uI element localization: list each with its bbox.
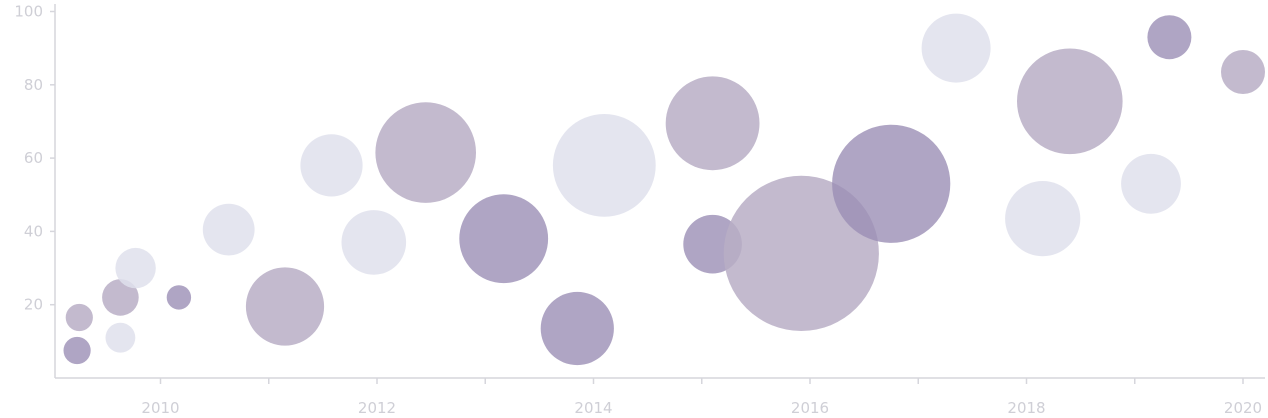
y-tick-label: 100	[14, 3, 43, 21]
x-tick-label: 2010	[141, 399, 179, 417]
y-tick-label: 20	[24, 296, 43, 314]
bubble-point-3	[105, 322, 136, 353]
bubble-point-18	[832, 124, 951, 243]
bubble-point-17	[723, 175, 879, 331]
bubble-point-8	[245, 267, 325, 346]
x-tick-label: 2012	[358, 399, 396, 417]
bubble-point-22	[1121, 153, 1181, 214]
bubble-point-10	[341, 210, 407, 275]
x-tick-label: 2018	[1007, 399, 1045, 417]
bubble-point-9	[300, 134, 363, 197]
x-tick-label: 2014	[574, 399, 612, 417]
bubble-point-23	[1147, 15, 1192, 60]
bubble-point-24	[1221, 50, 1265, 94]
bubbles-layer	[63, 13, 1265, 366]
y-tick-label: 60	[24, 149, 43, 167]
bubble-point-5	[115, 247, 156, 289]
bubble-point-1	[65, 303, 93, 332]
x-axis-ticks: 2010 2012 2014 2016 2018 2020	[141, 378, 1262, 417]
x-tick-label: 2016	[791, 399, 829, 417]
bubble-point-11	[375, 102, 477, 203]
bubble-point-13	[540, 291, 614, 366]
bubble-point-7	[202, 203, 255, 256]
y-tick-label: 80	[24, 76, 43, 94]
y-tick-label: 40	[24, 222, 43, 240]
bubble-point-21	[1017, 48, 1123, 155]
bubble-point-14	[552, 113, 656, 217]
bubble-point-12	[459, 194, 549, 284]
x-tick-label: 2020	[1224, 399, 1262, 417]
bubble-point-4	[102, 279, 139, 316]
bubble-point-16	[665, 76, 760, 171]
bubble-point-20	[1005, 181, 1081, 257]
y-axis-ticks: 20 40 60 80 100	[14, 3, 55, 314]
bubble-point-6	[166, 285, 192, 310]
bubble-point-19	[921, 13, 991, 83]
bubble-point-2	[63, 336, 91, 365]
